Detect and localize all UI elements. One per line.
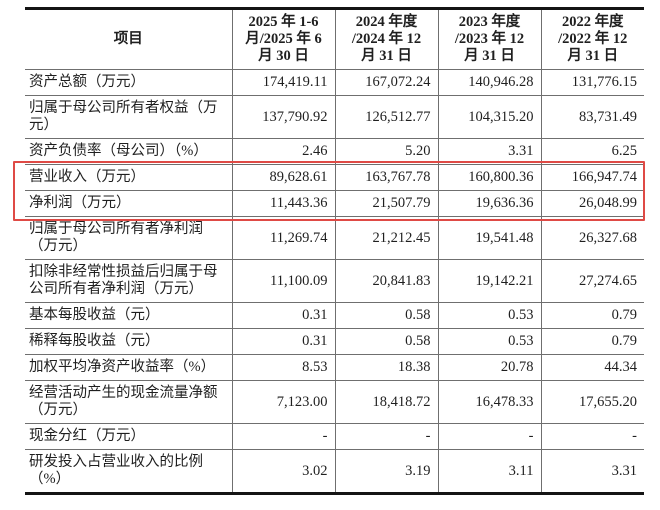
value-cell: 19,636.36	[438, 190, 542, 217]
row-label: 稀释每股收益（元）	[25, 328, 233, 355]
value-cell: 0.53	[438, 328, 542, 355]
value-cell: 140,946.28	[438, 69, 542, 96]
table-header-row: 项目 2025 年 1-6 月/2025 年 6 月 30 日 2024 年度 …	[25, 8, 644, 70]
table-row: 现金分红（万元） - - - -	[25, 423, 644, 450]
value-cell: 21,507.79	[335, 190, 439, 217]
value-cell: 26,048.99	[541, 190, 644, 217]
value-cell: 3.02	[232, 449, 336, 494]
value-cell: 0.53	[438, 302, 542, 329]
value-cell: 16,478.33	[438, 380, 542, 424]
value-cell: 174,419.11	[232, 69, 336, 96]
row-label: 研发投入占营业收入的比例（%）	[25, 449, 233, 494]
table-row: 扣除非经常性损益后归属于母公司所有者净利润（万元） 11,100.09 20,8…	[25, 259, 644, 303]
value-cell: 20,841.83	[335, 259, 439, 303]
value-cell: 17,655.20	[541, 380, 644, 424]
value-cell: 160,800.36	[438, 164, 542, 191]
row-label: 经营活动产生的现金流量净额（万元）	[25, 380, 233, 424]
col-header-item: 项目	[25, 8, 233, 70]
table-row: 营业收入（万元） 89,628.61 163,767.78 160,800.36…	[25, 164, 644, 191]
value-cell: 11,269.74	[232, 216, 336, 260]
value-cell: 19,541.48	[438, 216, 542, 260]
row-label: 资产总额（万元）	[25, 69, 233, 96]
value-cell: 0.31	[232, 328, 336, 355]
value-cell: 131,776.15	[541, 69, 644, 96]
value-cell: 3.31	[438, 138, 542, 165]
value-cell: 126,512.77	[335, 95, 439, 139]
value-cell: 167,072.24	[335, 69, 439, 96]
value-cell: 2.46	[232, 138, 336, 165]
value-cell: 0.58	[335, 328, 439, 355]
col-header-period-2023: 2023 年度 /2023 年 12 月 31 日	[438, 8, 542, 70]
value-cell: 83,731.49	[541, 95, 644, 139]
value-cell: 0.58	[335, 302, 439, 329]
value-cell: 3.19	[335, 449, 439, 494]
table-row: 加权平均净资产收益率（%） 8.53 18.38 20.78 44.34	[25, 354, 644, 381]
value-cell: 137,790.92	[232, 95, 336, 139]
row-label: 营业收入（万元）	[25, 164, 233, 191]
value-cell: 11,100.09	[232, 259, 336, 303]
value-cell: 6.25	[541, 138, 644, 165]
row-label: 净利润（万元）	[25, 190, 233, 217]
value-cell: 0.79	[541, 302, 644, 329]
row-label: 基本每股收益（元）	[25, 302, 233, 329]
value-cell: 8.53	[232, 354, 336, 381]
table-row: 稀释每股收益（元） 0.31 0.58 0.53 0.79	[25, 328, 644, 355]
value-cell: 44.34	[541, 354, 644, 381]
value-cell: 19,142.21	[438, 259, 542, 303]
value-cell: 163,767.78	[335, 164, 439, 191]
value-cell: -	[438, 423, 542, 450]
table-row: 经营活动产生的现金流量净额（万元） 7,123.00 18,418.72 16,…	[25, 380, 644, 424]
value-cell: 5.20	[335, 138, 439, 165]
table-row: 研发投入占营业收入的比例（%） 3.02 3.19 3.11 3.31	[25, 449, 644, 494]
table-row: 基本每股收益（元） 0.31 0.58 0.53 0.79	[25, 302, 644, 329]
value-cell: 18.38	[335, 354, 439, 381]
table-row: 资产负债率（母公司）（%） 2.46 5.20 3.31 6.25	[25, 138, 644, 165]
col-header-period-2022: 2022 年度 /2022 年 12 月 31 日	[558, 14, 628, 64]
value-cell: 3.11	[438, 449, 542, 494]
value-cell: 0.79	[541, 328, 644, 355]
value-cell: 7,123.00	[232, 380, 336, 424]
value-cell: 89,628.61	[232, 164, 336, 191]
table-row: 归属于母公司所有者净利润（万元） 11,269.74 21,212.45 19,…	[25, 216, 644, 260]
value-cell: 166,947.74	[541, 164, 644, 191]
table-row: 归属于母公司所有者权益（万元） 137,790.92 126,512.77 10…	[25, 95, 644, 139]
row-label: 现金分红（万元）	[25, 423, 233, 450]
col-header-period-2025: 2025 年 1-6 月/2025 年 6 月 30 日	[232, 8, 336, 70]
financial-table: 项目 2025 年 1-6 月/2025 年 6 月 30 日 2024 年度 …	[25, 7, 644, 495]
value-cell: 18,418.72	[335, 380, 439, 424]
value-cell: 3.31	[541, 449, 644, 494]
value-cell: -	[232, 423, 336, 450]
row-label: 归属于母公司所有者权益（万元）	[25, 95, 233, 139]
value-cell: -	[541, 423, 644, 450]
value-cell: 20.78	[438, 354, 542, 381]
table-row: 净利润（万元） 11,443.36 21,507.79 19,636.36 26…	[25, 190, 644, 217]
value-cell: 0.31	[232, 302, 336, 329]
row-label: 扣除非经常性损益后归属于母公司所有者净利润（万元）	[25, 259, 233, 303]
row-label: 加权平均净资产收益率（%）	[25, 354, 233, 381]
value-cell: 21,212.45	[335, 216, 439, 260]
value-cell: -	[335, 423, 439, 450]
row-label: 归属于母公司所有者净利润（万元）	[25, 216, 233, 260]
table-row: 资产总额（万元） 174,419.11 167,072.24 140,946.2…	[25, 69, 644, 96]
value-cell: 27,274.65	[541, 259, 644, 303]
row-label: 资产负债率（母公司）（%）	[25, 138, 233, 165]
value-cell: 26,327.68	[541, 216, 644, 260]
value-cell: 104,315.20	[438, 95, 542, 139]
value-cell: 11,443.36	[232, 190, 336, 217]
col-header-period-2024: 2024 年度 /2024 年 12 月 31 日	[335, 8, 439, 70]
